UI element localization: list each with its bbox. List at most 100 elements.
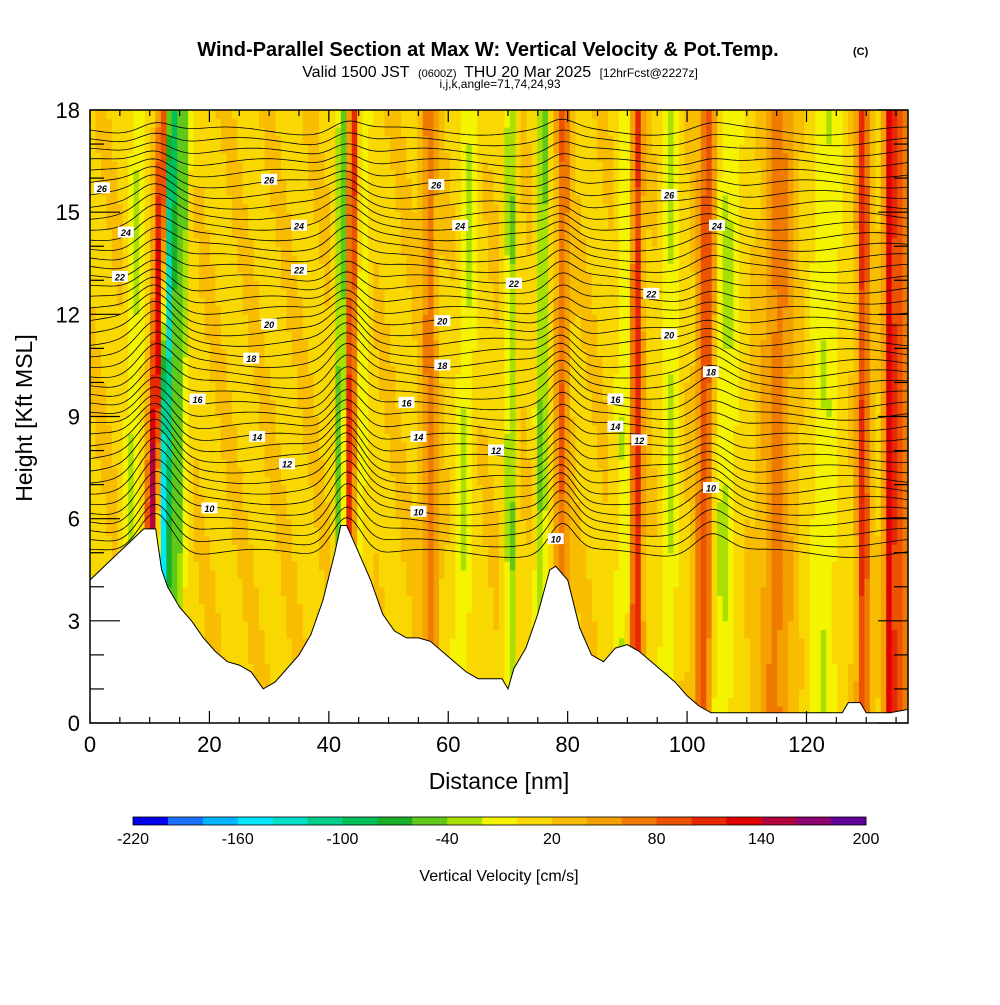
w-cell bbox=[237, 501, 244, 511]
w-cell bbox=[891, 544, 898, 554]
w-cell bbox=[798, 654, 805, 664]
w-cell bbox=[902, 544, 908, 554]
w-cell bbox=[269, 501, 277, 511]
w-cell bbox=[237, 637, 244, 647]
w-cell bbox=[269, 493, 277, 503]
w-cell bbox=[646, 586, 653, 596]
w-cell bbox=[869, 442, 876, 452]
w-cell bbox=[804, 680, 811, 690]
w-cell bbox=[466, 595, 473, 605]
w-cell bbox=[858, 535, 865, 545]
w-cell bbox=[275, 518, 282, 528]
w-cell bbox=[815, 544, 822, 554]
w-cell bbox=[351, 467, 358, 477]
w-cell bbox=[842, 688, 849, 699]
w-cell bbox=[629, 535, 636, 545]
w-cell bbox=[733, 595, 740, 605]
w-cell bbox=[264, 467, 271, 477]
w-cell bbox=[678, 595, 686, 605]
w-cell bbox=[831, 688, 838, 699]
w-cell bbox=[793, 629, 800, 639]
w-cell bbox=[444, 603, 451, 613]
w-cell bbox=[319, 467, 326, 477]
w-cell bbox=[880, 603, 887, 613]
w-cell bbox=[613, 459, 620, 469]
w-cell bbox=[204, 595, 211, 605]
w-cell bbox=[439, 535, 446, 545]
w-cell bbox=[411, 493, 418, 503]
w-cell bbox=[400, 535, 407, 545]
w-cell bbox=[831, 680, 838, 690]
w-cell bbox=[215, 501, 222, 511]
w-cell bbox=[428, 603, 435, 613]
w-cell bbox=[433, 569, 440, 579]
w-cell bbox=[237, 578, 244, 588]
w-cell bbox=[444, 459, 451, 469]
w-cell bbox=[760, 637, 767, 647]
w-cell bbox=[460, 663, 467, 673]
w-cell bbox=[646, 518, 653, 528]
w-cell bbox=[449, 518, 456, 528]
w-cell bbox=[231, 620, 238, 630]
w-cell bbox=[858, 467, 865, 477]
w-cell bbox=[820, 501, 827, 511]
w-cell bbox=[673, 552, 680, 562]
w-cell bbox=[749, 569, 756, 579]
w-cell bbox=[826, 476, 833, 486]
w-cell bbox=[684, 629, 691, 639]
w-cell bbox=[678, 484, 686, 494]
w-cell bbox=[242, 501, 249, 511]
w-cell bbox=[204, 569, 211, 579]
w-cell bbox=[106, 510, 113, 520]
w-cell bbox=[591, 569, 598, 579]
w-cell bbox=[253, 467, 260, 477]
w-cell bbox=[209, 620, 217, 630]
w-cell bbox=[711, 544, 718, 554]
w-cell bbox=[493, 476, 500, 486]
w-cell bbox=[684, 680, 691, 690]
w-cell bbox=[248, 578, 255, 588]
w-cell bbox=[171, 450, 178, 460]
w-cell bbox=[815, 493, 822, 503]
w-cell bbox=[428, 552, 435, 562]
w-cell bbox=[182, 501, 189, 511]
w-cell bbox=[793, 578, 800, 588]
w-cell bbox=[602, 450, 609, 460]
w-cell bbox=[624, 620, 631, 630]
chart-meta-line: i,j,k,angle=71,74,24,93 bbox=[439, 77, 560, 91]
w-cell bbox=[837, 680, 844, 690]
w-cell bbox=[493, 561, 500, 571]
w-cell bbox=[231, 646, 238, 656]
w-cell bbox=[886, 612, 893, 622]
w-cell bbox=[668, 459, 675, 469]
w-cell bbox=[760, 476, 767, 486]
w-cell bbox=[826, 501, 833, 511]
w-cell bbox=[177, 527, 184, 537]
w-cell bbox=[826, 493, 833, 503]
w-cell bbox=[809, 450, 816, 460]
w-cell bbox=[831, 552, 838, 562]
w-cell bbox=[324, 544, 331, 554]
w-cell bbox=[569, 467, 576, 477]
w-cell bbox=[891, 535, 898, 545]
w-cell bbox=[531, 484, 538, 494]
w-cell bbox=[831, 663, 838, 673]
w-cell bbox=[460, 459, 467, 469]
w-cell bbox=[209, 544, 217, 554]
w-cell bbox=[886, 561, 893, 571]
w-cell bbox=[586, 637, 593, 647]
w-cell bbox=[188, 476, 195, 486]
w-cell bbox=[848, 680, 855, 690]
w-cell bbox=[798, 646, 805, 656]
w-cell bbox=[837, 459, 844, 469]
w-cell bbox=[482, 442, 489, 452]
w-cell bbox=[646, 637, 653, 647]
w-cell bbox=[128, 450, 135, 460]
w-cell bbox=[738, 501, 745, 511]
w-cell bbox=[897, 680, 904, 690]
w-cell bbox=[662, 510, 669, 520]
w-cell bbox=[798, 544, 805, 554]
w-cell bbox=[253, 450, 260, 460]
w-cell bbox=[389, 578, 396, 588]
w-cell bbox=[673, 450, 680, 460]
